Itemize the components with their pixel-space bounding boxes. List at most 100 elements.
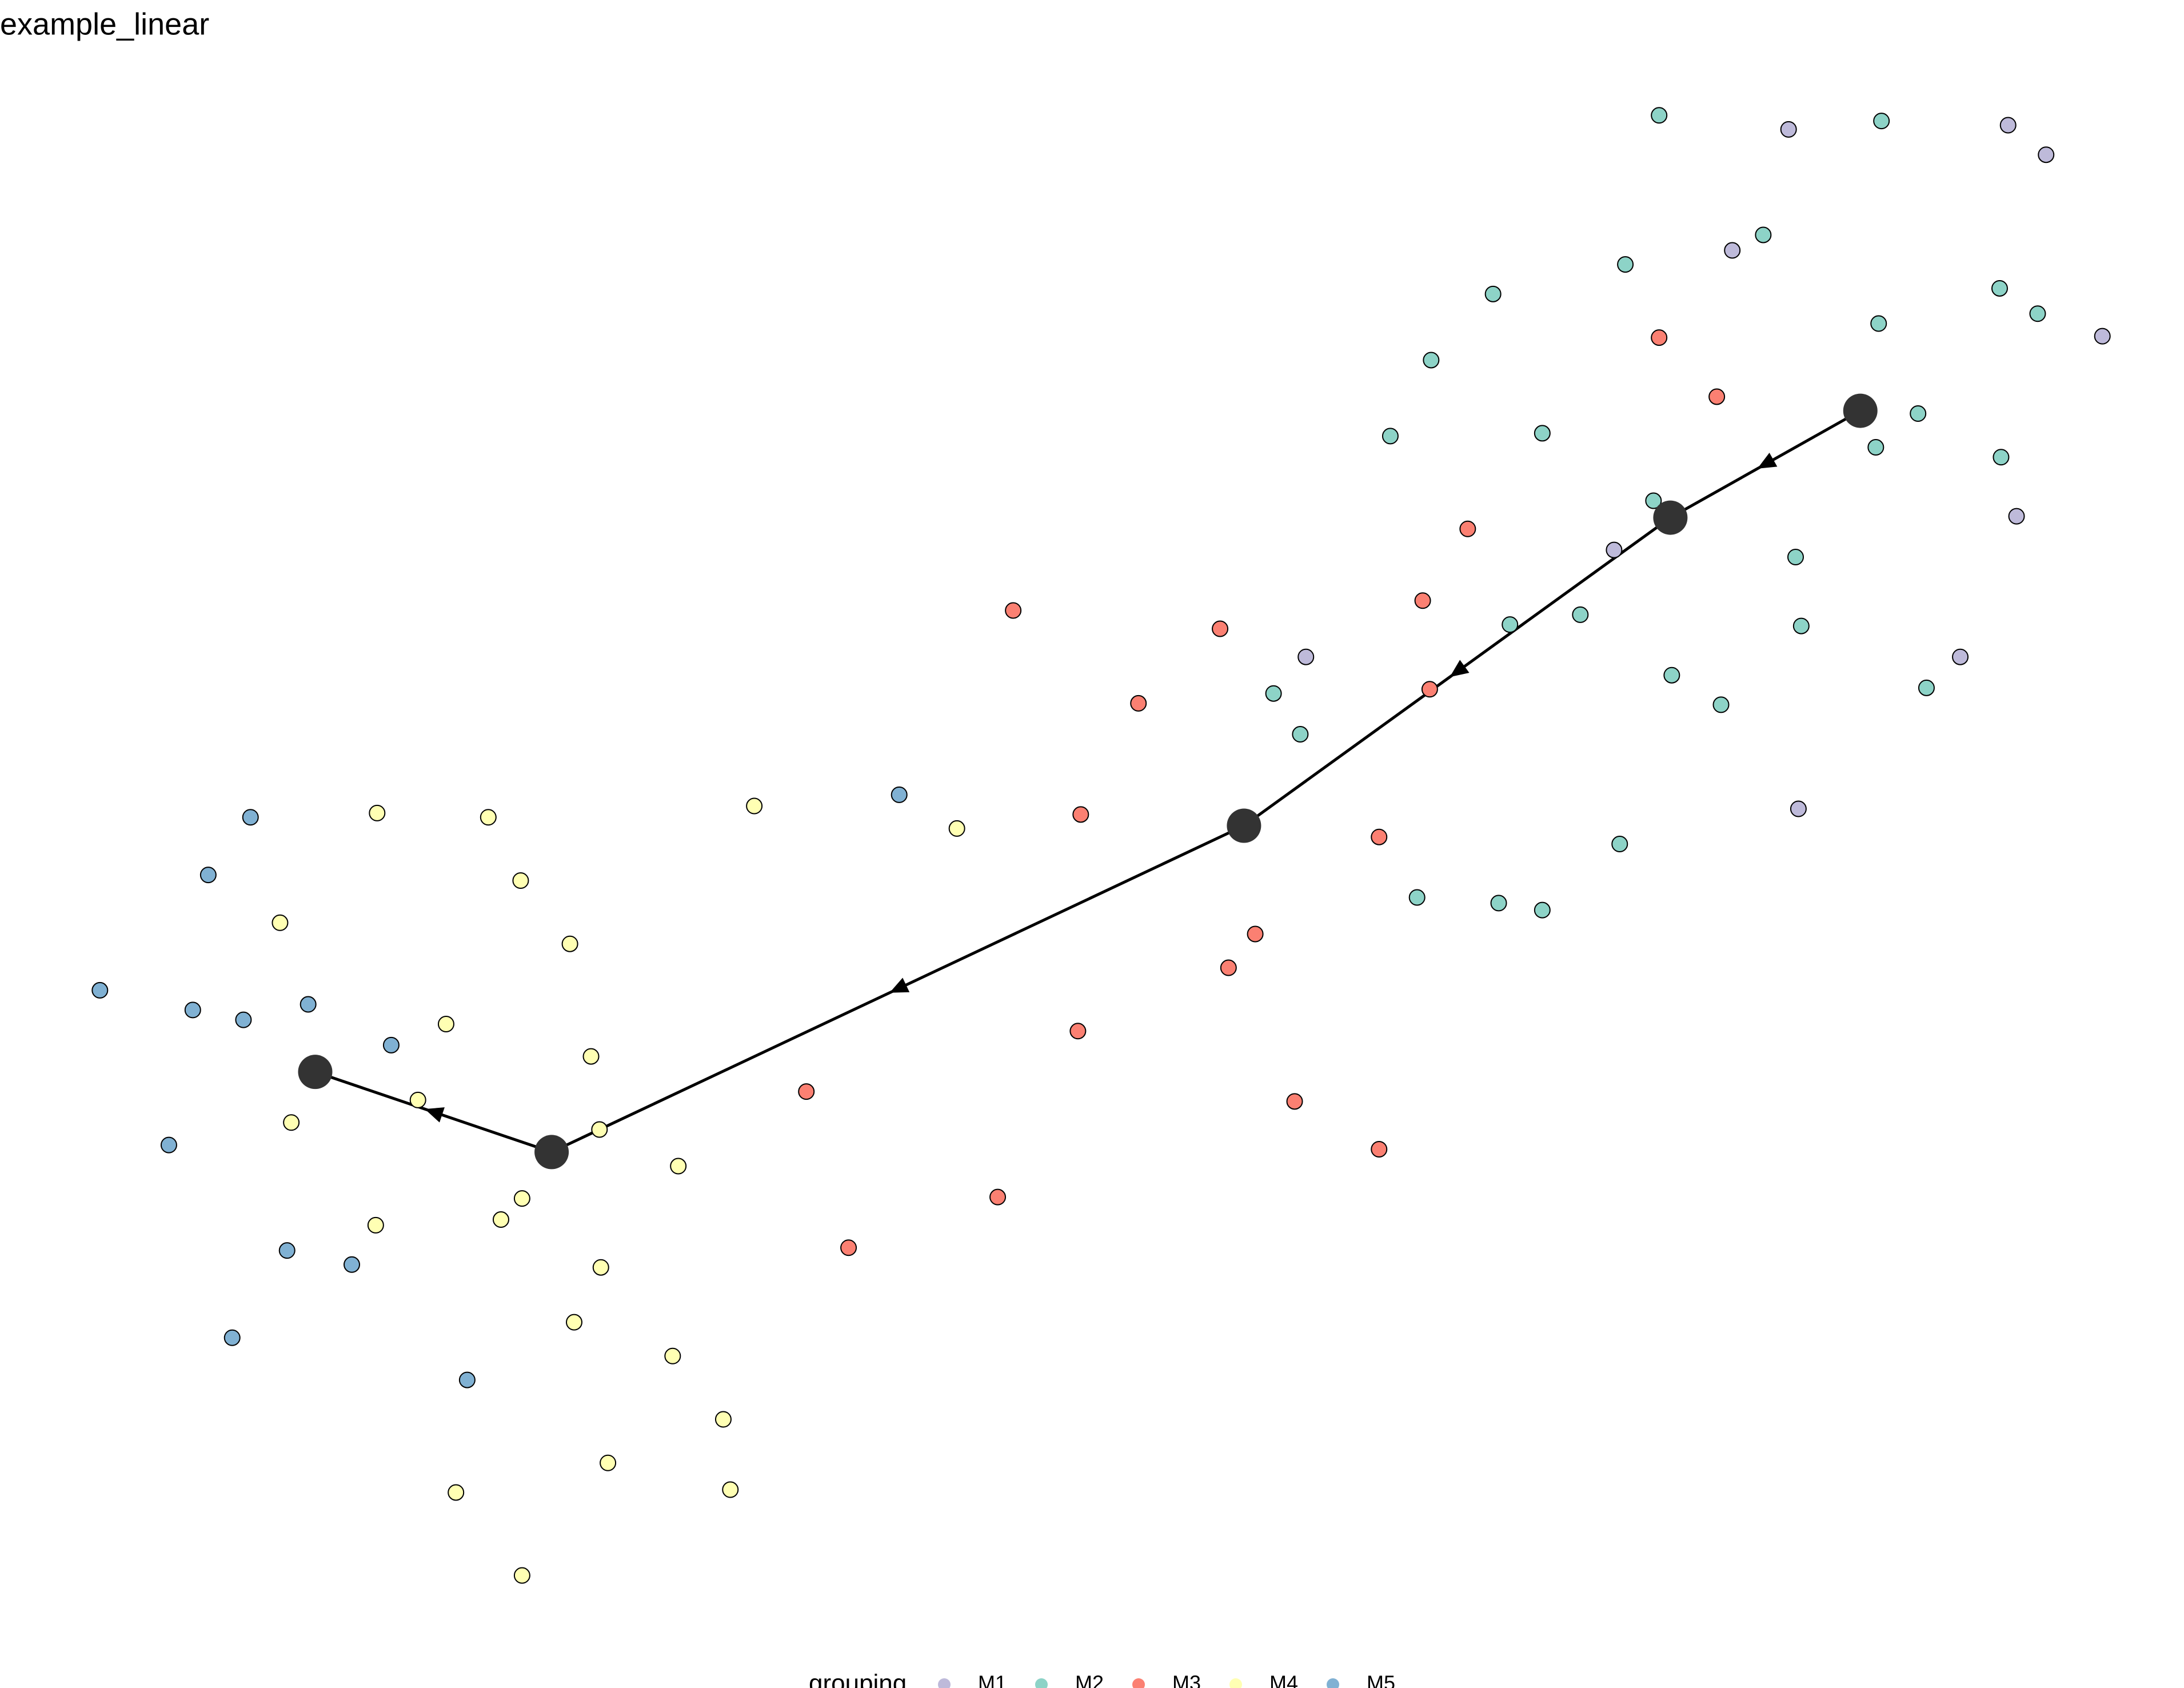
cell-point: [600, 1454, 617, 1471]
cell-point: [1414, 592, 1431, 609]
cell-point: [1534, 425, 1551, 442]
milestone-node: [1843, 393, 1878, 428]
cell-point: [1787, 548, 1804, 565]
cell-point: [746, 797, 763, 815]
cell-point: [2038, 146, 2055, 163]
cell-point: [722, 1481, 739, 1498]
cell-point: [235, 1011, 252, 1028]
cell-point: [1651, 329, 1668, 346]
cell-point: [1755, 226, 1772, 244]
legend-label: M1: [978, 1671, 1007, 1688]
cell-point: [948, 820, 965, 837]
cell-point: [664, 1347, 681, 1364]
cell-point: [382, 1036, 400, 1053]
cell-point: [1502, 616, 1519, 633]
legend-swatch: [1327, 1678, 1339, 1688]
legend-title: grouping: [809, 1670, 907, 1688]
cell-point: [1371, 1141, 1388, 1158]
cell-point: [1870, 315, 1887, 332]
arrow-head: [425, 1107, 445, 1123]
cell-point: [1792, 617, 1810, 635]
cell-point: [670, 1158, 687, 1175]
milestone-node: [534, 1135, 569, 1170]
cell-point: [1130, 695, 1147, 712]
cell-point: [1790, 800, 1807, 817]
cell-point: [1999, 117, 2017, 134]
cell-point: [1708, 388, 1726, 405]
cell-point: [565, 1314, 582, 1331]
cell-point: [1484, 285, 1502, 302]
cell-point: [592, 1259, 609, 1276]
milestone-node: [1227, 808, 1261, 843]
cell-point: [1910, 405, 1927, 422]
cell-point: [513, 1567, 530, 1584]
cell-point: [1286, 1093, 1303, 1110]
cell-point: [1072, 806, 1089, 823]
legend-swatch: [1229, 1678, 1242, 1688]
legend-swatch: [1035, 1678, 1048, 1688]
cell-point: [582, 1048, 600, 1065]
cell-point: [271, 914, 289, 931]
cell-point: [492, 1211, 509, 1228]
cell-point: [242, 809, 259, 826]
cell-point: [367, 1216, 384, 1234]
cell-point: [561, 935, 578, 952]
cell-point: [1645, 492, 1662, 509]
legend-swatch: [938, 1678, 951, 1688]
cell-point: [1611, 836, 1628, 852]
cell-point: [1297, 648, 1315, 665]
arrow-head: [1450, 660, 1470, 677]
legend-label: M3: [1172, 1671, 1201, 1688]
cell-point: [184, 1001, 201, 1019]
cell-point: [1867, 439, 1884, 456]
cell-point: [480, 809, 497, 826]
cell-point: [840, 1239, 857, 1256]
cell-point: [199, 867, 217, 884]
cell-point: [1993, 449, 2010, 466]
cell-point: [1606, 541, 1623, 558]
milestone-node: [1653, 500, 1688, 535]
cell-point: [989, 1188, 1007, 1206]
cell-point: [1459, 520, 1476, 537]
cell-point: [512, 872, 529, 889]
cell-point: [1724, 242, 1741, 259]
cell-point: [369, 804, 386, 821]
cell-point: [1421, 681, 1438, 698]
cell-point: [160, 1136, 177, 1154]
cell-point: [798, 1083, 815, 1100]
cell-point: [513, 1190, 530, 1207]
cell-point: [91, 981, 109, 999]
cell-point: [1371, 828, 1388, 845]
cell-point: [409, 1091, 426, 1108]
cell-point: [1712, 696, 1730, 713]
cell-point: [1617, 256, 1634, 273]
cell-point: [437, 1015, 454, 1032]
milestone-node: [298, 1055, 333, 1090]
cell-point: [2029, 305, 2046, 322]
cell-point: [1265, 685, 1282, 702]
cell-point: [1382, 428, 1399, 445]
cell-point: [448, 1484, 465, 1501]
cell-point: [1952, 648, 1969, 665]
cell-point: [2094, 328, 2111, 345]
cell-point: [1651, 107, 1668, 124]
cell-point: [1534, 901, 1551, 919]
cell-point: [1918, 679, 1935, 696]
cell-point: [283, 1114, 300, 1131]
arrow-head: [889, 977, 910, 993]
cell-point: [1247, 925, 1264, 943]
cell-point: [1292, 726, 1309, 743]
arrow-head: [1757, 453, 1778, 469]
chart-title: example_linear: [0, 7, 209, 41]
cell-point: [1005, 602, 1022, 619]
legend-label: M2: [1075, 1671, 1104, 1688]
cell-point: [591, 1121, 608, 1138]
cell-point: [300, 996, 317, 1013]
cell-point: [1490, 895, 1507, 912]
cell-point: [1220, 959, 1237, 976]
cell-point: [714, 1411, 732, 1428]
cell-point: [1991, 280, 2008, 297]
cell-point: [2008, 508, 2025, 525]
